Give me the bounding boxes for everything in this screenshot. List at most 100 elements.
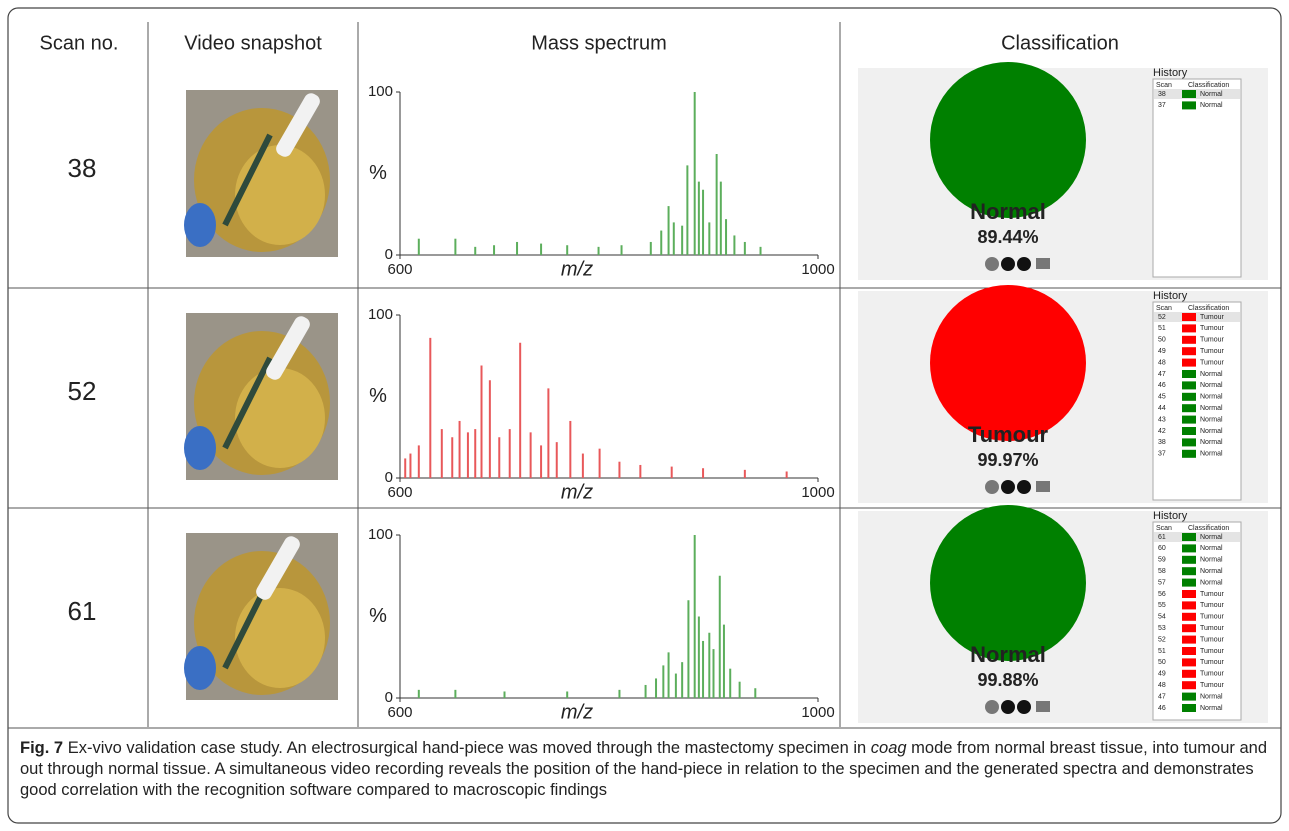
history-scan: 43	[1158, 416, 1166, 423]
column-header: Classification	[1001, 32, 1119, 54]
classification-label: Normal	[970, 199, 1046, 224]
history-scan: 57	[1158, 579, 1166, 586]
history-title: History	[1153, 67, 1188, 79]
history-scan: 55	[1158, 602, 1166, 609]
history-title: History	[1153, 510, 1188, 522]
caption-emphasis: coag	[871, 739, 907, 757]
history-class: Tumour	[1200, 348, 1225, 355]
history-class: Normal	[1200, 693, 1223, 700]
video-snapshot	[184, 533, 338, 700]
history-class: Tumour	[1200, 359, 1225, 366]
history-highlight	[1154, 532, 1240, 542]
scan-number: 38	[68, 153, 97, 183]
folder-button	[1036, 258, 1050, 269]
classification-label: Tumour	[968, 422, 1049, 447]
x-tick-label: 1000	[801, 261, 834, 278]
history-scan: 54	[1158, 614, 1166, 621]
history-class: Tumour	[1200, 591, 1225, 598]
y-tick-label: 100	[368, 306, 393, 323]
x-tick-label: 600	[387, 484, 412, 501]
y-axis-label: %	[369, 162, 387, 184]
history-class: Tumour	[1200, 314, 1225, 321]
history-class: Tumour	[1200, 636, 1225, 643]
history-highlight	[1154, 312, 1240, 322]
history-scan: 42	[1158, 428, 1166, 435]
column-header: Mass spectrum	[531, 32, 667, 54]
history-swatch	[1182, 704, 1196, 712]
history-class: Normal	[1200, 534, 1223, 541]
history-scan: 50	[1158, 337, 1166, 344]
history-swatch	[1182, 336, 1196, 344]
y-axis-label: %	[369, 605, 387, 627]
scan-number: 61	[68, 596, 97, 626]
history-highlight	[1154, 89, 1240, 99]
history-swatch	[1182, 416, 1196, 424]
history-scan: 37	[1158, 451, 1166, 458]
history-swatch	[1182, 427, 1196, 435]
history-scan: 56	[1158, 591, 1166, 598]
x-tick-label: 600	[387, 704, 412, 721]
x-tick-label: 1000	[801, 484, 834, 501]
history-swatch	[1182, 681, 1196, 689]
history-class: Tumour	[1200, 337, 1225, 344]
history-swatch	[1182, 624, 1196, 632]
history-swatch	[1182, 359, 1196, 367]
history-swatch	[1182, 393, 1196, 401]
history-scan: 47	[1158, 371, 1166, 378]
history-class: Normal	[1200, 394, 1223, 401]
y-tick-label: 100	[368, 526, 393, 543]
video-snapshot	[184, 90, 338, 257]
column-header: Video snapshot	[184, 32, 322, 54]
history-class: Tumour	[1200, 614, 1225, 621]
history-swatch	[1182, 579, 1196, 587]
glove	[184, 646, 216, 690]
history-swatch	[1182, 381, 1196, 389]
history-class: Normal	[1200, 102, 1223, 109]
history-scan: 49	[1158, 348, 1166, 355]
glove	[184, 426, 216, 470]
history-class: Tumour	[1200, 659, 1225, 666]
history-class: Tumour	[1200, 671, 1225, 678]
history-column: Scan	[1156, 525, 1172, 532]
x-axis-label: m/z	[561, 701, 593, 723]
history-scan: 51	[1158, 325, 1166, 332]
history-swatch	[1182, 613, 1196, 621]
history-scan: 38	[1158, 439, 1166, 446]
history-swatch	[1182, 533, 1196, 541]
glove	[184, 203, 216, 247]
history-column: Scan	[1156, 82, 1172, 89]
history-scan: 49	[1158, 671, 1166, 678]
history-class: Normal	[1200, 428, 1223, 435]
history-scan: 38	[1158, 91, 1166, 98]
history-swatch	[1182, 324, 1196, 332]
classification-percent: 99.88%	[977, 670, 1038, 690]
history-class: Normal	[1200, 439, 1223, 446]
history-swatch	[1182, 601, 1196, 609]
history-class: Tumour	[1200, 325, 1225, 332]
history-swatch	[1182, 90, 1196, 98]
control-button	[985, 257, 999, 271]
history-swatch	[1182, 670, 1196, 678]
history-title: History	[1153, 290, 1188, 302]
history-swatch	[1182, 590, 1196, 598]
history-swatch	[1182, 636, 1196, 644]
x-axis-label: m/z	[561, 258, 593, 280]
control-button	[1017, 480, 1031, 494]
history-scan: 46	[1158, 382, 1166, 389]
history-box	[1153, 522, 1241, 720]
control-button	[985, 480, 999, 494]
caption-text: Ex-vivo validation case study. An electr…	[68, 739, 871, 757]
classification-indicator	[930, 62, 1086, 218]
caption-label: Fig. 7	[20, 739, 63, 757]
history-scan: 50	[1158, 659, 1166, 666]
figure: Scan no. Video snapshot Mass spectrum Cl…	[0, 0, 1289, 831]
tissue	[235, 588, 325, 688]
x-tick-label: 600	[387, 261, 412, 278]
history-class: Normal	[1200, 451, 1223, 458]
history-swatch	[1182, 313, 1196, 321]
history-column: Classification	[1188, 305, 1229, 312]
x-tick-label: 1000	[801, 704, 834, 721]
tissue	[235, 145, 325, 245]
history-swatch	[1182, 370, 1196, 378]
history-scan: 60	[1158, 545, 1166, 552]
